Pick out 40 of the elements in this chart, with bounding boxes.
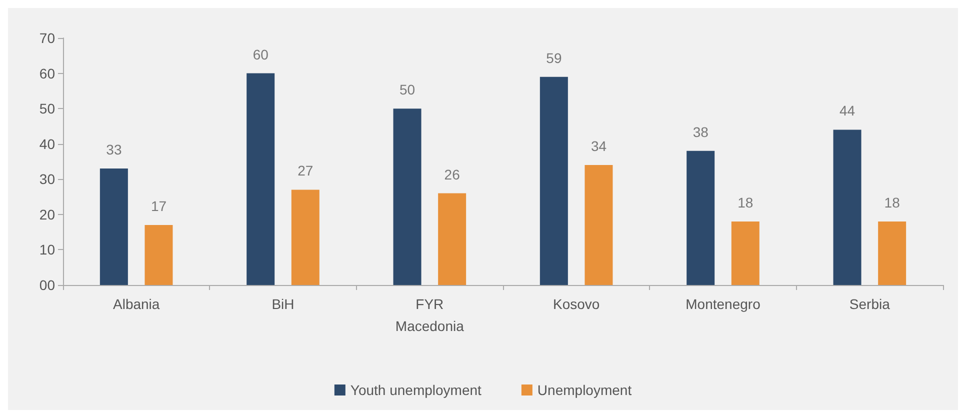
- bar: [100, 168, 128, 285]
- x-tick-label: FYR Macedonia: [395, 296, 464, 334]
- bar: [584, 165, 613, 285]
- data-label: 34: [590, 138, 607, 154]
- legend-label: Youth unemployment: [350, 382, 482, 398]
- x-tick-label: BiH: [272, 296, 294, 312]
- data-label: 60: [252, 46, 269, 62]
- bar: [438, 193, 466, 285]
- y-tick-label: 50: [39, 100, 56, 117]
- bar: [144, 225, 173, 285]
- data-label: 27: [298, 162, 314, 179]
- data-label: 50: [399, 82, 416, 98]
- legend-label: Unemployment: [537, 382, 632, 398]
- x-tick-label: Montenegro: [686, 296, 761, 312]
- data-label: 59: [546, 50, 562, 66]
- bar: [291, 190, 320, 285]
- y-tick-label: 60: [39, 65, 56, 82]
- bar: [246, 73, 275, 285]
- y-tick-label: 00: [39, 277, 56, 293]
- x-tick-label: Serbia: [849, 296, 890, 312]
- data-label: 17: [150, 198, 167, 214]
- y-tick-label: 10: [39, 242, 56, 258]
- data-label: 44: [839, 102, 856, 119]
- bar: [833, 130, 862, 285]
- data-label: 18: [738, 194, 754, 210]
- bar: [731, 221, 760, 285]
- y-tick-label: 20: [39, 206, 56, 222]
- data-label: 33: [106, 142, 122, 158]
- y-tick-label: 70: [39, 30, 56, 46]
- data-label: 26: [444, 166, 460, 182]
- y-tick-label: 40: [39, 136, 56, 152]
- bar: [878, 221, 906, 285]
- x-tick-label: Albania: [112, 296, 160, 312]
- data-label: 38: [692, 124, 709, 140]
- y-tick-label: 30: [39, 171, 56, 188]
- x-tick-label: Kosovo: [552, 296, 600, 312]
- bar: [686, 150, 715, 285]
- bar: [540, 76, 568, 285]
- bar: [393, 108, 422, 285]
- data-label: 18: [884, 194, 900, 210]
